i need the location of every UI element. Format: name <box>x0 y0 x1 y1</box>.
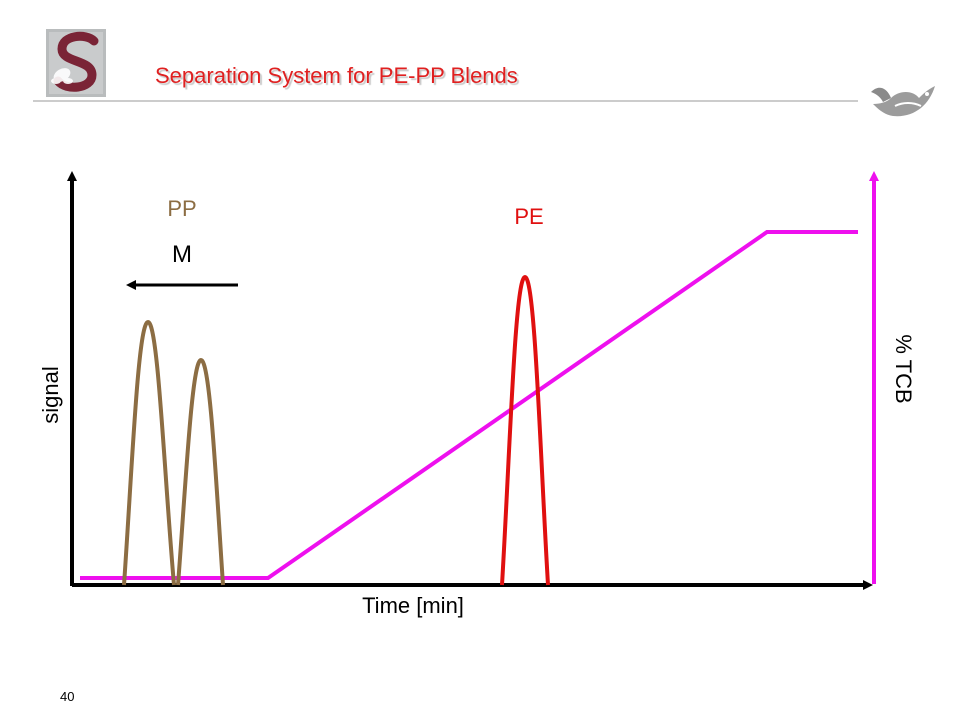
tcb-axis-label: % TCB <box>891 334 916 403</box>
pp-label: PP <box>167 196 196 221</box>
pe-peak <box>500 274 550 586</box>
signal-axis-label: signal <box>38 366 63 423</box>
page-number: 40 <box>60 689 75 704</box>
university-logo-icon <box>46 29 106 97</box>
m-label: M <box>172 241 192 268</box>
slide-title: Separation System for PE-PP Blends <box>155 63 518 88</box>
fish-logo-icon <box>871 86 935 117</box>
pp-peak-2 <box>176 357 225 586</box>
pp-peak-1 <box>122 319 176 586</box>
time-axis-label: Time [min] <box>362 593 464 618</box>
title-divider <box>33 100 858 102</box>
pe-label: PE <box>514 204 543 229</box>
